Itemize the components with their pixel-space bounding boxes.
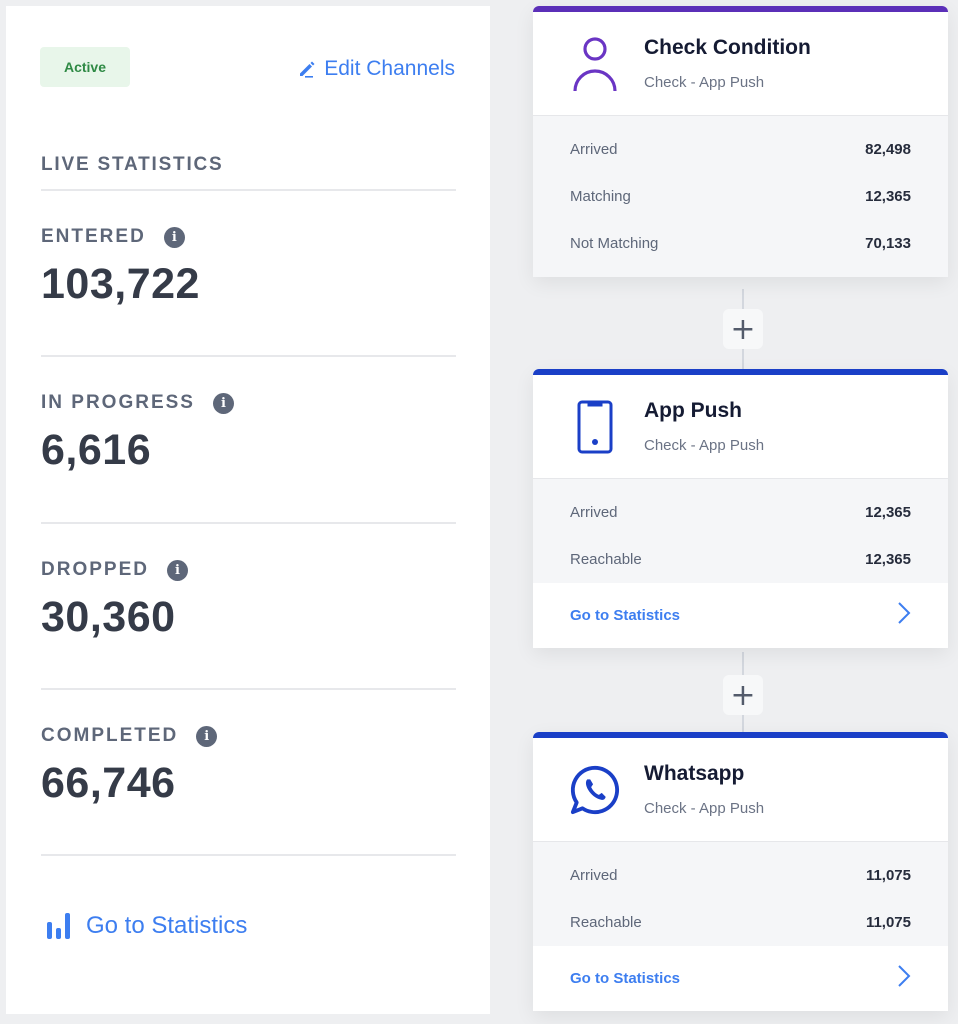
card-title: Check Condition: [644, 36, 811, 59]
edit-channels-button[interactable]: Edit Channels: [298, 57, 455, 81]
info-icon[interactable]: i: [166, 559, 188, 581]
card-stat-label: Reachable: [570, 551, 642, 568]
card-stat-row: Arrived 12,365: [570, 489, 911, 536]
chevron-right-icon: [896, 601, 912, 630]
stat-entered: ENTERED i 103,722: [41, 226, 200, 309]
info-icon[interactable]: i: [196, 725, 218, 747]
card-stat-label: Matching: [570, 188, 631, 205]
card-header: Check Condition Check - App Push: [533, 12, 948, 116]
user-icon: [569, 34, 621, 94]
card-stat-row: Reachable 12,365: [570, 536, 911, 583]
stat-value: 6,616: [41, 426, 152, 474]
flow-card-check-condition[interactable]: Check Condition Check - App Push Arrived…: [533, 6, 948, 277]
card-stat-value: 82,498: [865, 141, 911, 158]
stat-in-progress: IN PROGRESS i 6,616: [41, 392, 234, 475]
card-title: App Push: [644, 399, 742, 422]
stat-label: ENTERED: [41, 226, 146, 247]
card-stat-row: Arrived 11,075: [570, 852, 911, 899]
card-stat-label: Arrived: [570, 867, 618, 884]
card-stat-row: Matching 12,365: [570, 173, 911, 220]
flow-card-whatsapp[interactable]: Whatsapp Check - App Push Arrived 11,075…: [533, 732, 948, 1011]
card-stat-label: Not Matching: [570, 235, 659, 252]
stat-label: IN PROGRESS: [41, 392, 195, 413]
card-stat-value: 12,365: [865, 504, 911, 521]
chevron-right-icon: [896, 964, 912, 993]
go-to-statistics-link[interactable]: Go to Statistics: [47, 912, 247, 940]
card-stat-value: 12,365: [865, 551, 911, 568]
card-accent-bar: [533, 6, 948, 12]
flow-card-app-push[interactable]: App Push Check - App Push Arrived 12,365…: [533, 369, 948, 648]
add-step-button[interactable]: +: [723, 675, 763, 715]
pencil-icon: [300, 61, 315, 78]
info-icon[interactable]: i: [212, 392, 234, 414]
card-stat-value: 12,365: [865, 188, 911, 205]
card-stat-label: Arrived: [570, 504, 618, 521]
stat-value: 103,722: [41, 260, 200, 308]
card-stat-row: Reachable 11,075: [570, 899, 911, 946]
stat-completed: COMPLETED i 66,746: [41, 725, 218, 808]
card-stats: Arrived 11,075 Reachable 11,075: [533, 842, 948, 946]
go-to-statistics-label: Go to Statistics: [570, 607, 681, 624]
section-title: LIVE STATISTICS: [41, 154, 224, 175]
live-statistics-panel: Active Edit Channels LIVE STATISTICS ENT…: [6, 6, 490, 1014]
card-stat-value: 11,075: [865, 867, 911, 884]
card-stat-row: Arrived 82,498: [570, 126, 911, 173]
go-to-statistics-link[interactable]: Go to Statistics: [533, 583, 948, 648]
divider: [41, 688, 456, 690]
add-step-button[interactable]: +: [723, 309, 763, 349]
divider: [41, 854, 456, 856]
stat-value: 66,746: [41, 759, 176, 807]
divider: [41, 355, 456, 357]
card-subtitle: Check - App Push: [644, 74, 765, 91]
card-stats: Arrived 12,365 Reachable 12,365: [533, 479, 948, 583]
edit-channels-label: Edit Channels: [324, 57, 455, 80]
divider: [41, 522, 456, 524]
card-stat-row: Not Matching 70,133: [570, 220, 911, 267]
card-header: Whatsapp Check - App Push: [533, 738, 948, 842]
stat-label: COMPLETED: [41, 725, 179, 746]
bar-chart-icon: [47, 913, 70, 939]
status-badge: Active: [40, 47, 130, 87]
whatsapp-icon: [569, 760, 621, 820]
card-title: Whatsapp: [644, 762, 745, 785]
card-stat-value: 11,075: [865, 914, 911, 931]
card-stat-label: Reachable: [570, 914, 642, 931]
go-to-statistics-label: Go to Statistics: [570, 970, 681, 987]
card-stats: Arrived 82,498 Matching 12,365 Not Match…: [533, 116, 948, 277]
card-stat-value: 70,133: [865, 235, 911, 252]
info-icon[interactable]: i: [163, 226, 185, 248]
divider: [41, 189, 456, 191]
card-subtitle: Check - App Push: [644, 800, 765, 817]
stat-dropped: DROPPED i 30,360: [41, 559, 188, 642]
card-accent-bar: [533, 732, 948, 738]
card-stat-label: Arrived: [570, 141, 618, 158]
card-header: App Push Check - App Push: [533, 375, 948, 479]
stat-value: 30,360: [41, 593, 176, 641]
stat-label: DROPPED: [41, 559, 149, 580]
go-to-statistics-link[interactable]: Go to Statistics: [533, 946, 948, 1011]
go-to-statistics-label: Go to Statistics: [86, 912, 248, 939]
mobile-phone-icon: [569, 397, 621, 457]
card-accent-bar: [533, 369, 948, 375]
card-subtitle: Check - App Push: [644, 437, 765, 454]
